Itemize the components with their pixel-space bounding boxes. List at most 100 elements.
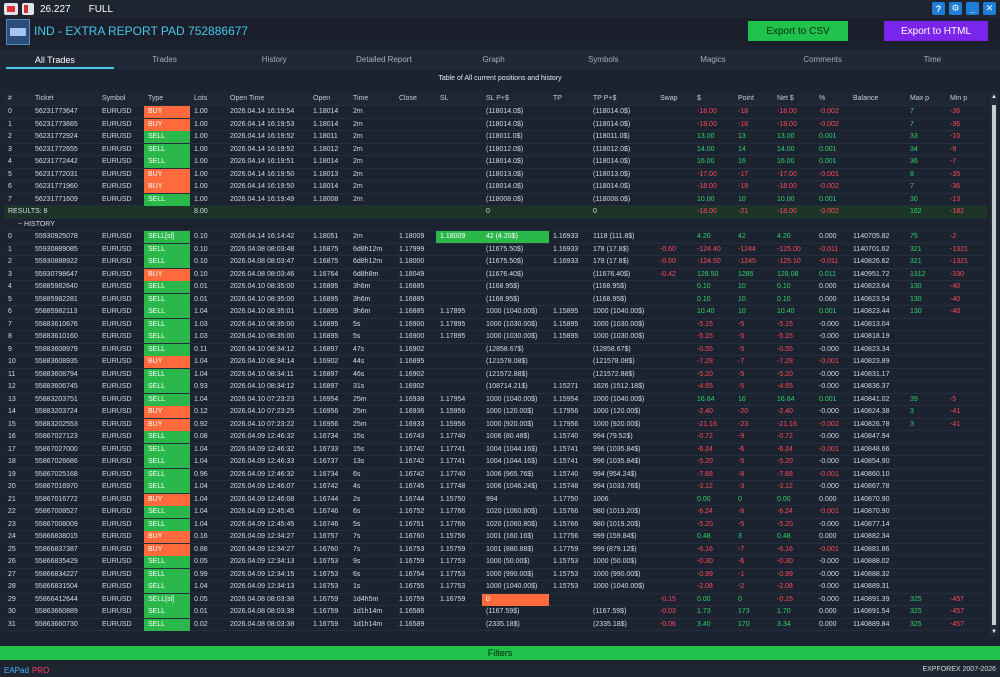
scrollbar[interactable]: ▲ ▼ (990, 93, 998, 636)
tab-all-trades[interactable]: All Trades (0, 50, 114, 70)
cell-max-p: 162 (910, 208, 922, 215)
cell-tp (549, 594, 589, 606)
column-header[interactable]: Max p (910, 95, 930, 102)
cell-ticket: 55866837387 (35, 545, 78, 553)
column-header[interactable]: SL P+$ (486, 95, 509, 102)
table-row[interactable]: 5 56231772031 EURUSD BUY 1.00 2026.04.14 16:1… (4, 168, 987, 181)
table-row[interactable]: 2 55930888922 EURUSD SELL 0.10 2026.04.08 08:… (4, 256, 987, 269)
column-header[interactable]: Open Time (230, 95, 265, 102)
close-button[interactable]: ✕ (983, 2, 996, 15)
table-row[interactable]: 13 55883203751 EURUSD SELL 1.04 2026.04.10 07… (4, 393, 987, 406)
scroll-thumb[interactable] (992, 105, 996, 625)
table-row[interactable]: 21 55867016772 EURUSD BUY 1.04 2026.04.09 12:… (4, 493, 987, 506)
export-html-button[interactable]: Export to HTML (884, 21, 988, 41)
table-row[interactable]: 3 55930798647 EURUSD BUY 0.10 2026.04.08 08:0… (4, 268, 987, 281)
table-row[interactable]: 15 55883202553 EURUSD BUY 0.92 2026.04.10 07:… (4, 418, 987, 431)
table-row[interactable]: 31 55863660730 EURUSD SELL 0.02 2026.04.08 08… (4, 618, 987, 631)
table-row[interactable]: 10 55883608935 EURUSD BUY 1.04 2026.04.10 08:… (4, 356, 987, 369)
column-header[interactable]: Net $ (777, 95, 794, 102)
column-header[interactable]: Close (399, 95, 417, 102)
table-row[interactable]: 4 56231772442 EURUSD SELL 1.00 2026.04.14 16:… (4, 156, 987, 169)
cell-net: 3.34 (777, 620, 791, 628)
table-row[interactable]: 25 55866837387 EURUSD BUY 0.88 2026.04.09 12:… (4, 543, 987, 556)
column-header[interactable]: TP (553, 95, 562, 102)
table-row[interactable]: 8 55883610160 EURUSD SELL 1.03 2026.04.10 08:… (4, 331, 987, 344)
minimize-button[interactable]: _ (966, 2, 979, 15)
cell-: 4.20 (697, 233, 711, 240)
tab-comments[interactable]: Comments (803, 55, 842, 64)
scroll-up-icon[interactable]: ▲ (991, 94, 997, 100)
cell-type: SELL (144, 456, 190, 468)
table-row[interactable]: 1 55930889085 EURUSD SELL 0.10 2026.04.08 08:… (4, 243, 987, 256)
cell-time: 13s (353, 458, 365, 465)
table-row[interactable]: 4 55885982640 EURUSD SELL 0.01 2026.04.10 08:… (4, 281, 987, 294)
table-row[interactable]: 7 56231771609 EURUSD SELL 1.00 2026.04.14 16:… (4, 193, 987, 206)
tab-history[interactable]: History (261, 55, 287, 64)
column-header[interactable]: Min p (950, 95, 968, 102)
export-csv-button[interactable]: Export to CSV (748, 21, 848, 41)
column-header[interactable]: Swap (660, 95, 678, 102)
table-row[interactable]: 18 55867026686 EURUSD SELL 1.04 2026.04.09 12… (4, 456, 987, 469)
column-header[interactable]: Point (738, 95, 754, 102)
column-header[interactable]: # (8, 95, 12, 102)
table-row[interactable]: 0 55930925078 EURUSD SELL[sl] 0.10 2026.04.14… (4, 231, 987, 244)
table-row[interactable]: 3 56231772655 EURUSD SELL 1.00 2026.04.14 16:… (4, 143, 987, 156)
table-row[interactable]: 12 55883606745 EURUSD SELL 0.93 2026.04.10 08… (4, 381, 987, 394)
tab-symbols[interactable]: Symbols (587, 55, 619, 64)
table-row[interactable]: 23 55867008009 EURUSD SELL 1.04 2026.04.09 12… (4, 518, 987, 531)
table-row[interactable]: 14 55883203724 EURUSD BUY 0.12 2026.04.10 07:… (4, 406, 987, 419)
table-row[interactable]: 9 55883608979 EURUSD SELL 0.11 2026.04.10 08:… (4, 343, 987, 356)
cell-sl (436, 244, 482, 256)
table-row[interactable]: 29 55866412644 EURUSD SELL[sl] 0.05 2026.04.0… (4, 593, 987, 606)
table-row[interactable]: 27 55866834227 EURUSD SELL 0.99 2026.04.09 12… (4, 568, 987, 581)
filters-button[interactable]: Filters (0, 646, 1000, 660)
cell-open-time: 2026.04.10 08:34:12 (230, 383, 295, 390)
table-row[interactable]: 19 55867025168 EURUSD SELL 0.96 2026.04.09 12… (4, 468, 987, 481)
cell-symbol: EURUSD (102, 145, 132, 153)
cell-open: 1.18014 (313, 158, 339, 165)
settings-button[interactable]: ⚙ (949, 2, 962, 15)
help-button[interactable]: ? (932, 2, 945, 15)
column-header[interactable]: $ (697, 95, 701, 102)
table-row[interactable]: 22 55867008527 EURUSD SELL 1.04 2026.04.09 12… (4, 506, 987, 519)
column-header[interactable]: TP P+$ (593, 95, 617, 102)
column-header[interactable]: SL (440, 95, 449, 102)
table-row[interactable]: 11 55883608794 EURUSD SELL 1.04 2026.04.10 08… (4, 368, 987, 381)
cell-: -0.002 (819, 120, 839, 128)
table-row[interactable]: 26 55866835429 EURUSD SELL 0.05 2026.04.09 12… (4, 556, 987, 569)
table-row[interactable]: 6 56231771960 EURUSD BUY 1.00 2026.04.14 16:1… (4, 181, 987, 194)
column-header[interactable]: % (819, 95, 826, 102)
tab-graph[interactable]: Graph (482, 55, 505, 64)
column-header[interactable]: Type (148, 95, 164, 102)
column-header[interactable]: Open (313, 95, 331, 102)
column-header[interactable]: Balance (853, 95, 879, 102)
table-row[interactable]: 6 55885982113 EURUSD SELL 1.04 2026.04.10 08:… (4, 306, 987, 319)
column-header[interactable]: Lots (194, 95, 208, 102)
table-row[interactable]: 0 56231773647 EURUSD BUY 1.00 2026.04.14 16:1… (4, 106, 987, 119)
tab-detailed-report[interactable]: Detailed Report (356, 55, 412, 64)
cell-close: 1.18000 (399, 258, 425, 265)
cell-net: 0.10 (777, 295, 791, 303)
table-row[interactable]: 7 55883610676 EURUSD SELL 1.03 2026.04.10 08:… (4, 318, 987, 331)
cell-balance: 1140831.17 (853, 370, 890, 378)
column-header[interactable]: Time (353, 95, 369, 102)
tab-time[interactable]: Time (923, 55, 942, 64)
table-row[interactable]: 17 55867027000 EURUSD SELL 1.04 2026.04.09 12… (4, 443, 987, 456)
table-row[interactable]: 30 55863660889 EURUSD SELL 0.01 2026.04.08 08… (4, 606, 987, 619)
table-row[interactable]: 28 55866831504 EURUSD SELL 1.04 2026.04.09 12… (4, 581, 987, 594)
table-row[interactable]: 2 56231772924 EURUSD SELL 1.00 2026.04.14 16:… (4, 131, 987, 144)
table-row[interactable]: 16 55867027123 EURUSD SELL 0.08 2026.04.09 12… (4, 431, 987, 444)
cell-open: 1.16895 (313, 308, 339, 315)
cell-open-time: 2026.04.14 16:19:51 (230, 158, 295, 165)
table-row[interactable]: 1 56231773665 EURUSD BUY 1.00 2026.04.14 16:1… (4, 118, 987, 131)
column-header[interactable]: Ticket (35, 95, 54, 102)
scroll-down-icon[interactable]: ▼ (991, 629, 997, 635)
tab-trades[interactable]: Trades (152, 55, 177, 64)
cell-sl (436, 256, 482, 268)
table-row[interactable]: 5 55885982281 EURUSD SELL 0.01 2026.04.10 08:… (4, 293, 987, 306)
tab-magics[interactable]: Magics (700, 55, 726, 64)
column-header[interactable]: Symbol (102, 95, 126, 102)
table-row[interactable]: 20 55867016970 EURUSD SELL 1.04 2026.04.09 12… (4, 481, 987, 494)
table-row[interactable]: 24 55866838015 EURUSD BUY 0.16 2026.04.09 12:… (4, 531, 987, 544)
cell-max-p: 7 (910, 120, 914, 128)
